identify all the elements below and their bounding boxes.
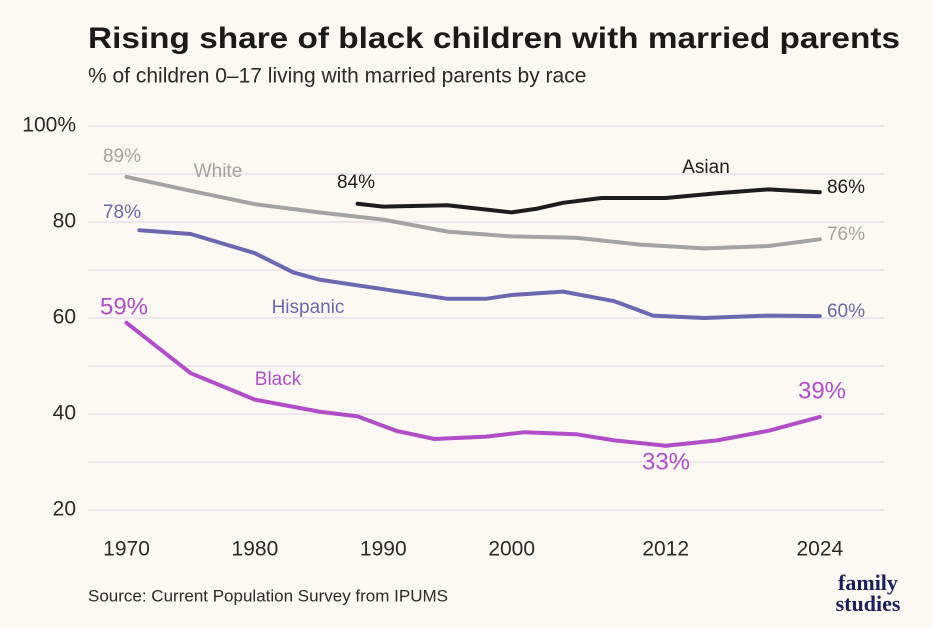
value-label: 84% bbox=[337, 172, 375, 193]
value-label: 86% bbox=[827, 177, 865, 198]
y-tick-label: 20 bbox=[53, 498, 76, 521]
y-tick-label: 100% bbox=[22, 114, 76, 137]
value-label: 60% bbox=[827, 301, 865, 322]
logo: studies bbox=[836, 591, 901, 616]
y-tick-label: 80 bbox=[53, 210, 76, 233]
value-label: 76% bbox=[827, 224, 865, 245]
x-tick-label: 1990 bbox=[360, 538, 407, 561]
value-label: 39% bbox=[798, 377, 846, 404]
series-line bbox=[137, 228, 822, 320]
series-line bbox=[124, 320, 822, 448]
value-label: 33% bbox=[642, 448, 690, 475]
y-tick-label: 60 bbox=[53, 306, 76, 329]
y-tick-label: 40 bbox=[53, 402, 76, 425]
value-label: 89% bbox=[103, 146, 141, 167]
value-label: 59% bbox=[100, 293, 148, 320]
chart-subtitle: % of children 0–17 living with married p… bbox=[88, 65, 586, 88]
series-name: White bbox=[194, 161, 243, 182]
x-tick-label: 2024 bbox=[796, 538, 843, 561]
x-tick-label: 1970 bbox=[103, 538, 150, 561]
series-line bbox=[355, 187, 822, 215]
x-tick-label: 1980 bbox=[232, 538, 279, 561]
source: Source: Current Population Survey from I… bbox=[88, 586, 448, 605]
x-tick-label: 2000 bbox=[488, 538, 535, 561]
chart-title: Rising share of black children with marr… bbox=[88, 22, 900, 55]
series-name: Black bbox=[255, 369, 302, 390]
value-label: 78% bbox=[103, 202, 141, 223]
x-tick-label: 2012 bbox=[642, 538, 689, 561]
logo: family bbox=[838, 570, 898, 595]
series-line bbox=[124, 174, 822, 251]
series-name: Asian bbox=[682, 157, 730, 178]
series-name: Hispanic bbox=[272, 297, 345, 318]
